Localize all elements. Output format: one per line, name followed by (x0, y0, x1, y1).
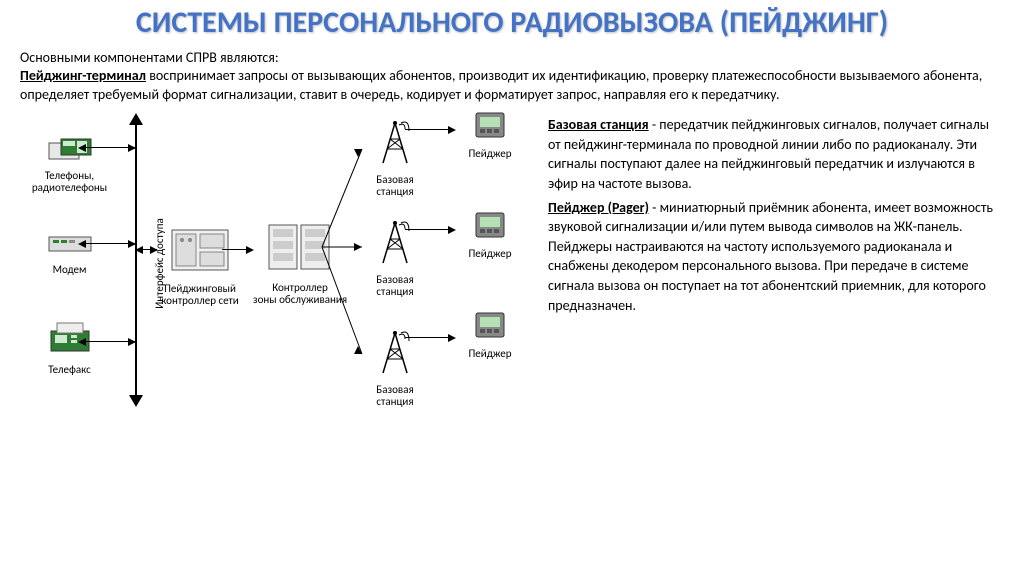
intro-paragraph: Основными компонентами СПРВ являются: Пе… (0, 41, 1024, 110)
arrow-l-icon (135, 246, 143, 254)
node-pager-1: Пейджер (455, 109, 525, 160)
bs1-label: Базовая станция (360, 174, 430, 198)
paging-controller-label: Пейджинговый контроллер сети (155, 283, 245, 307)
right-text-block: Базовая станция - передатчик пейджинговы… (548, 109, 1004, 419)
tower-icon (375, 119, 415, 167)
fanout-lines (320, 129, 370, 379)
node-modem: Модем (22, 229, 117, 276)
pager-icon (472, 209, 508, 241)
tower-icon (375, 219, 415, 267)
pager-icon (472, 309, 508, 341)
modem-label: Модем (22, 264, 117, 276)
pager2-label: Пейджер (455, 248, 525, 260)
arrow-r-icon (448, 126, 456, 134)
bs3-label: Базовая станция (360, 384, 430, 408)
pager1-label: Пейджер (455, 148, 525, 160)
arrow-l-icon (78, 240, 86, 248)
fax-label: Телефакс (22, 364, 117, 376)
arrow-r-icon (150, 246, 158, 254)
paging-controller-icon (168, 224, 232, 276)
pager3-label: Пейджер (455, 348, 525, 360)
node-paging-controller: Пейджинговый контроллер сети (155, 224, 245, 307)
node-pager-3: Пейджер (455, 309, 525, 360)
bs-term: Базовая станция (548, 116, 649, 133)
intro-body: воспринимает запросы от вызывающих абоне… (20, 67, 982, 103)
pager-term: Пейджер (Pager) (548, 199, 649, 216)
node-fax: Телефакс (22, 319, 117, 376)
node-base-station-2: Базовая станция (360, 219, 430, 298)
bus-arrow-down-icon (129, 395, 143, 407)
phones-label: Телефоны, радиотелефоны (22, 170, 117, 194)
node-base-station-3: Базовая станция (360, 329, 430, 408)
line-bs1-pg1 (405, 129, 453, 130)
arrow-l-icon (78, 338, 86, 346)
intro-term: Пейджинг-терминал (20, 67, 146, 84)
line-bs3-pg3 (405, 337, 453, 338)
phones-icon (43, 129, 97, 163)
line-bs2-pg2 (405, 229, 453, 230)
bs2-label: Базовая станция (360, 274, 430, 298)
intro-lead: Основными компонентами СПРВ являются: (20, 49, 279, 66)
arrow-r-icon (448, 334, 456, 342)
node-phones: Телефоны, радиотелефоны (22, 129, 117, 194)
pager-icon (472, 109, 508, 141)
arrow-l-icon (78, 144, 86, 152)
node-pager-2: Пейджер (455, 209, 525, 260)
arrow-r-icon (246, 246, 254, 254)
bus-line (135, 119, 137, 399)
arrow-r-icon (448, 226, 456, 234)
page-title: СИСТЕМЫ ПЕРСОНАЛЬНОГО РАДИОВЫЗОВА (ПЕЙДЖ… (0, 0, 1024, 41)
fax-icon (43, 319, 97, 357)
bus-arrow-up-icon (129, 113, 143, 125)
arrow-r-icon (128, 144, 136, 152)
arrow-r-icon (128, 338, 136, 346)
paging-diagram: Интерфейс доступа Телефоны, радиотелефон… (20, 109, 530, 419)
node-base-station-1: Базовая станция (360, 119, 430, 198)
